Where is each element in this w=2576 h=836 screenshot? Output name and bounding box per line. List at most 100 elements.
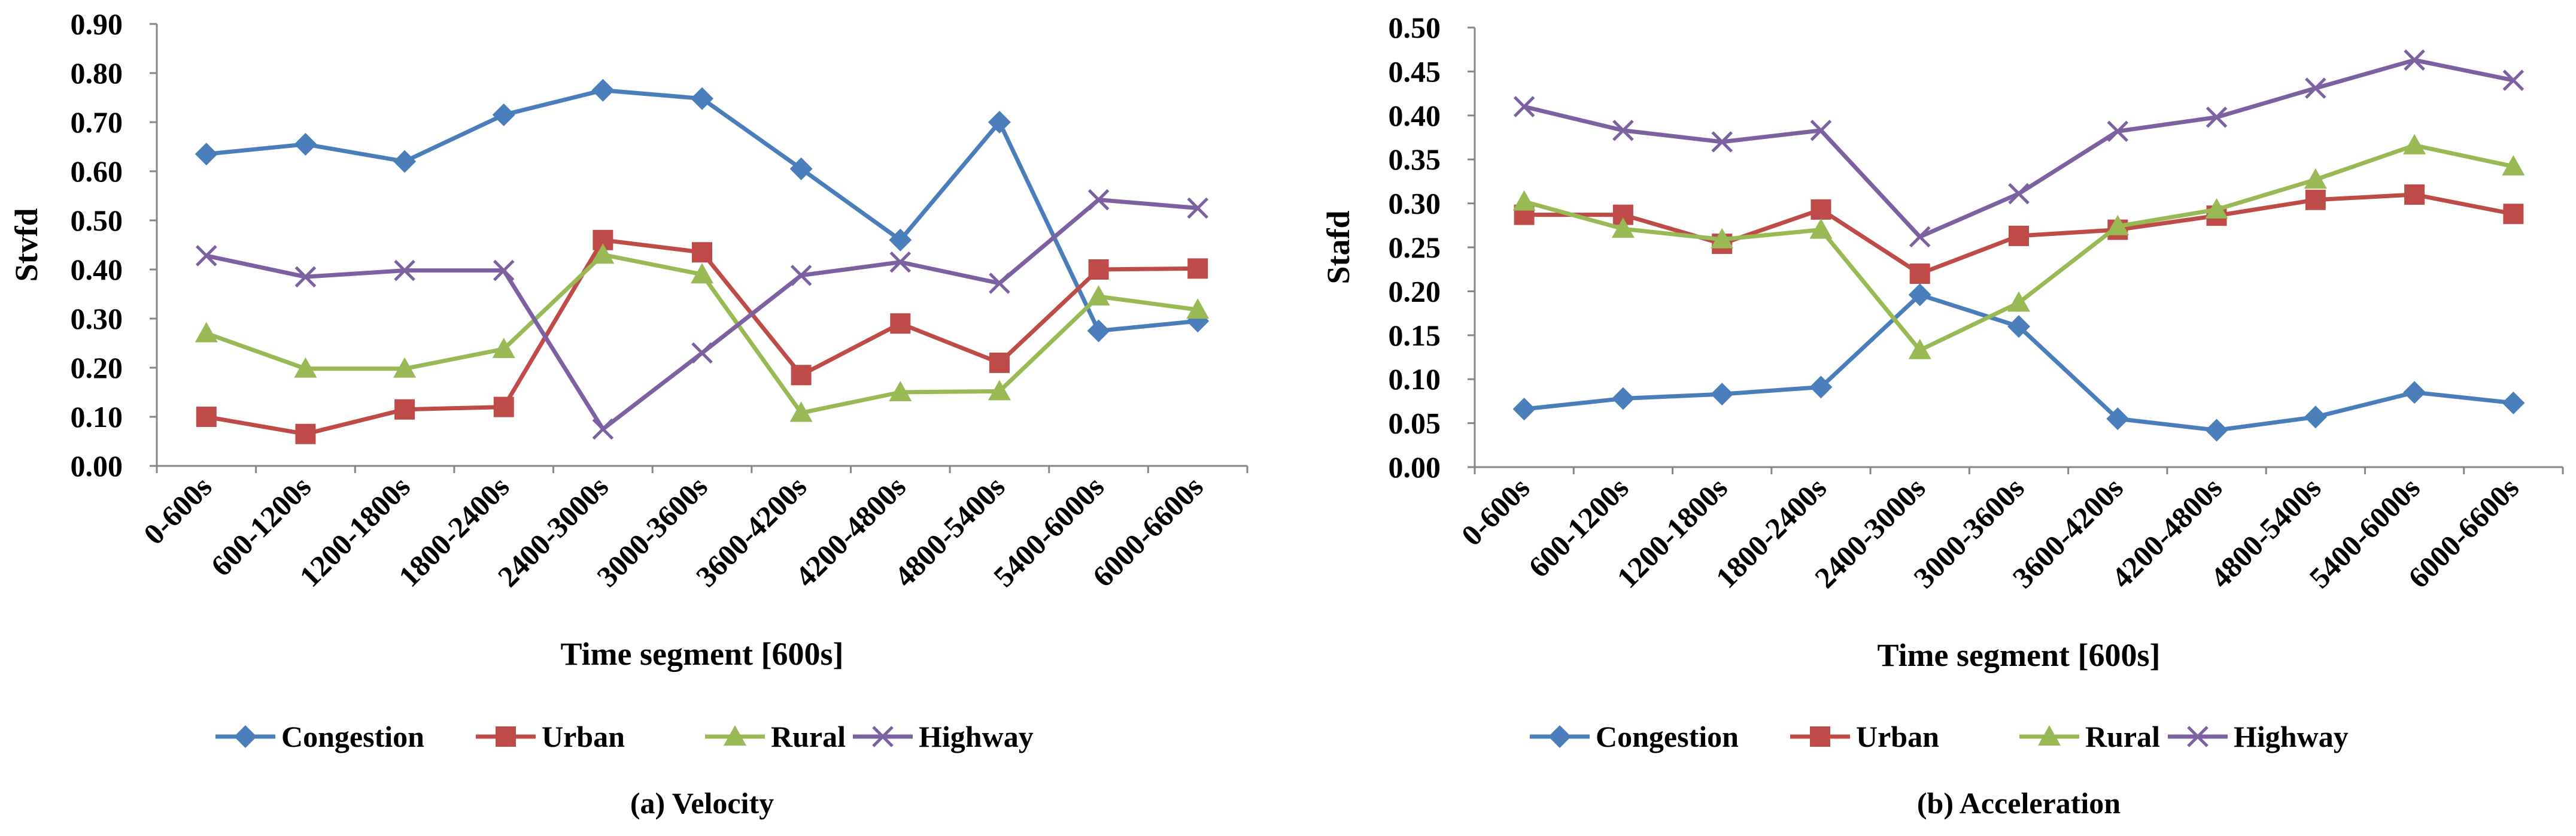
legend-label-rural: Rural [771, 720, 846, 753]
legend-marker-congestion [1548, 725, 1571, 748]
legend: Congestion Urban Rural Highway [215, 720, 1034, 753]
data-point-highway [2502, 69, 2525, 91]
data-point-congestion [789, 157, 813, 180]
data-point-rural [1512, 190, 1536, 211]
data-point-highway [1810, 119, 1832, 141]
data-point-congestion [988, 111, 1011, 134]
y-axis-title: Stafd [1320, 210, 1356, 284]
data-point-urban [394, 399, 415, 420]
data-point-rural [1908, 338, 1931, 359]
data-point-congestion [294, 132, 317, 156]
data-point-urban [2503, 204, 2524, 225]
x-tick-label: 0-600s [1455, 471, 1536, 552]
data-point-urban [2009, 225, 2029, 246]
data-point-highway [691, 342, 713, 364]
y-tick-label: 0.45 [1389, 54, 1441, 88]
series-line-congestion [206, 88, 1198, 333]
series-highway [196, 189, 1208, 440]
data-point-congestion [2205, 419, 2228, 442]
y-tick-label: 0.00 [71, 449, 123, 483]
chart-caption: (a) Velocity [630, 786, 774, 820]
data-point-urban [2305, 189, 2326, 210]
legend-label-congestion: Congestion [1596, 720, 1739, 753]
data-point-congestion [691, 87, 713, 110]
data-point-congestion [492, 103, 515, 126]
legend-marker-rural [724, 725, 746, 746]
data-point-congestion [2106, 407, 2130, 431]
data-point-urban [1811, 199, 1831, 220]
chart-1: 0.00 0.10 0.20 0.30 0.40 0.50 0.60 0.70 0.80 0.90… [8, 7, 1248, 820]
legend-marker-highway [2187, 726, 2209, 747]
data-point-highway [2107, 120, 2129, 142]
data-point-highway [1087, 189, 1110, 211]
data-point-highway [1711, 131, 1733, 153]
data-point-congestion [2502, 391, 2525, 414]
y-tick-label: 0.40 [1389, 99, 1441, 132]
data-point-highway [294, 266, 317, 288]
data-point-congestion [393, 150, 417, 173]
data-point-congestion [591, 78, 615, 102]
series-rural [1512, 134, 2525, 359]
data-point-congestion [1908, 283, 1931, 307]
data-point-rural [691, 263, 713, 284]
data-point-highway [1909, 226, 1931, 248]
data-point-congestion [195, 143, 218, 166]
data-point-highway [2404, 49, 2425, 71]
data-point-rural [393, 357, 417, 378]
data-point-urban [196, 407, 217, 427]
y-tick-label: 0.30 [1389, 187, 1441, 220]
data-point-congestion [1809, 375, 1833, 399]
data-point-highway [493, 259, 515, 281]
y-tick-label: 0.35 [1389, 143, 1441, 176]
data-point-urban [989, 352, 1010, 373]
data-point-rural [789, 401, 813, 422]
data-point-rural [1711, 228, 1734, 249]
x-axis-title: Time segment [600s] [1878, 637, 2161, 673]
legend-label-highway: Highway [919, 720, 1034, 753]
data-point-highway [394, 259, 415, 281]
y-tick-label: 0.20 [1389, 274, 1441, 308]
x-tick-label: 0-600s [137, 470, 218, 551]
data-point-highway [989, 272, 1010, 294]
series-congestion [1512, 283, 2525, 442]
data-point-congestion [1512, 398, 1536, 421]
series-urban [196, 229, 1208, 444]
legend-label-urban: Urban [542, 720, 625, 753]
data-point-rural [2403, 134, 2426, 155]
y-axis-title: Stvfd [8, 208, 44, 281]
data-point-rural [1611, 217, 1635, 238]
legend-label-highway: Highway [2234, 720, 2349, 753]
chart-caption: (b) Acceleration [1917, 786, 2121, 820]
legend-marker-rural [2038, 725, 2061, 746]
data-point-highway [2206, 106, 2228, 128]
y-tick-label: 0.05 [1389, 407, 1441, 440]
legend-marker-highway [872, 726, 894, 747]
data-point-congestion [2304, 405, 2327, 429]
legend-label-urban: Urban [1856, 720, 1939, 753]
legend-label-rural: Rural [2085, 720, 2160, 753]
y-tick-label: 0.15 [1389, 319, 1441, 352]
data-point-rural [294, 357, 317, 378]
data-point-rural [195, 322, 218, 343]
y-tick-label: 0.20 [71, 351, 123, 384]
data-point-urban [791, 365, 812, 386]
legend: Congestion Urban Rural Highway [1530, 720, 2349, 753]
data-point-urban [2404, 184, 2425, 205]
y-tick-label: 0.80 [71, 56, 123, 90]
data-point-rural [1809, 218, 1833, 239]
series-highway [1513, 49, 2525, 248]
y-tick-label: 0.40 [71, 253, 123, 286]
data-point-rural [1186, 298, 1210, 319]
data-point-urban [295, 423, 316, 444]
data-point-rural [2106, 214, 2130, 235]
y-tick-label: 0.60 [71, 155, 123, 188]
data-point-highway [592, 418, 614, 440]
data-point-rural [2304, 168, 2327, 189]
y-tick-label: 0.10 [1389, 362, 1441, 396]
data-point-congestion [889, 228, 912, 252]
series-congestion [195, 78, 1210, 343]
data-point-urban [1909, 263, 1930, 284]
data-point-rural [988, 380, 1011, 401]
y-tick-label: 0.50 [1389, 11, 1441, 44]
